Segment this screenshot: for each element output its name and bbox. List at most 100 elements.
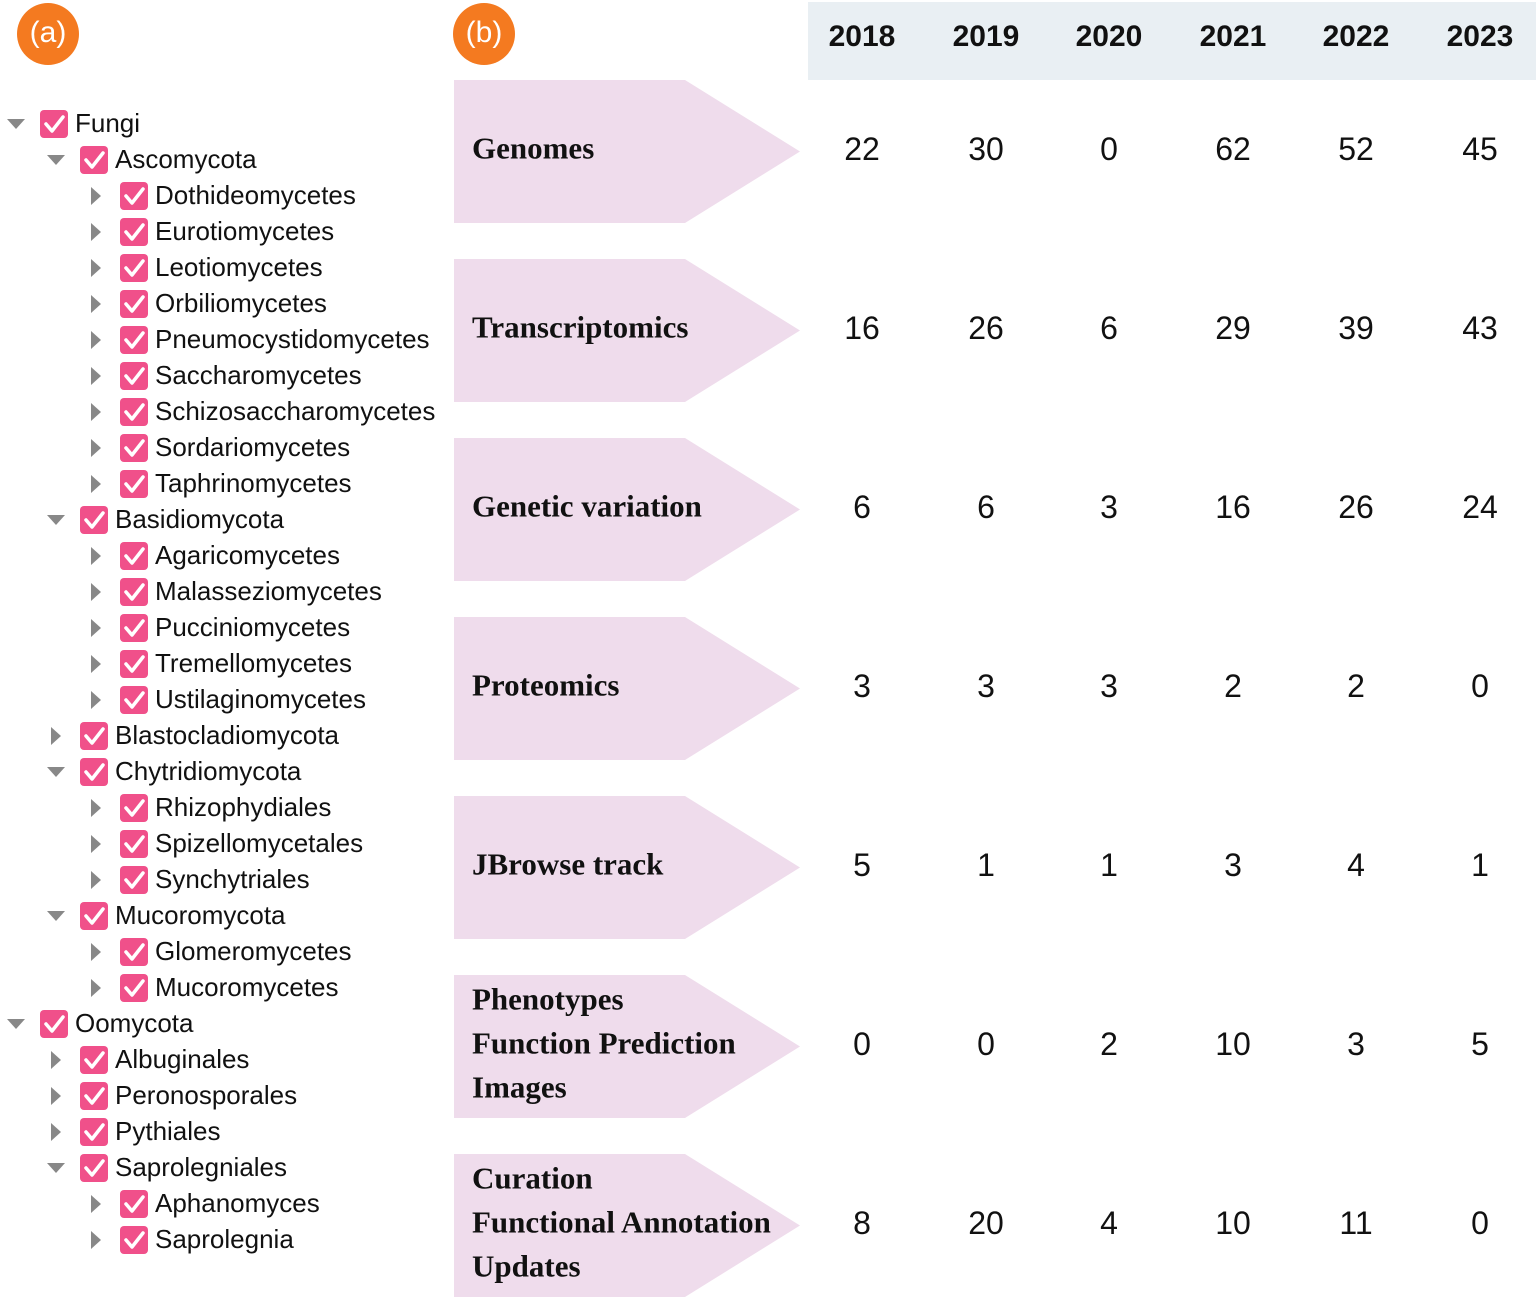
checkbox[interactable] [120,290,148,318]
row-arrow [454,438,800,581]
checkbox[interactable] [80,902,108,930]
checkbox[interactable] [120,470,148,498]
checkbox[interactable] [120,1190,148,1218]
expand-arrow-closed[interactable] [91,835,101,853]
checkbox[interactable] [80,758,108,786]
checkbox[interactable] [80,146,108,174]
checkbox[interactable] [120,398,148,426]
checkbox[interactable] [120,218,148,246]
expand-arrow-closed[interactable] [91,871,101,889]
expand-arrow-closed[interactable] [91,1195,101,1213]
expand-arrow-closed[interactable] [91,799,101,817]
expand-arrow-closed[interactable] [91,943,101,961]
checkmark [124,295,145,313]
expand-arrow-closed[interactable] [51,727,61,745]
checkbox[interactable] [120,1226,148,1254]
checkbox[interactable] [120,974,148,1002]
expand-arrow-closed[interactable] [91,691,101,709]
expand-arrow-open[interactable] [47,911,65,921]
checkmark [84,727,105,745]
checkbox[interactable] [80,1082,108,1110]
row-arrow [454,1154,800,1297]
expand-arrow-closed[interactable] [91,655,101,673]
expand-arrow-open[interactable] [47,1163,65,1173]
row-label: Images [472,1070,567,1105]
cell-value: 0 [1471,668,1489,704]
expand-arrow-closed[interactable] [91,367,101,385]
checkbox[interactable] [120,542,148,570]
tree-label: Sordariomycetes [155,432,350,462]
expand-arrow-closed[interactable] [91,259,101,277]
checkmark [84,511,105,529]
checkbox[interactable] [80,1046,108,1074]
expand-arrow-closed[interactable] [51,1087,61,1105]
checkbox[interactable] [120,578,148,606]
checkbox[interactable] [120,182,148,210]
checkbox[interactable] [40,1010,68,1038]
checkbox[interactable] [120,650,148,678]
checkbox[interactable] [120,686,148,714]
panel-label: (a) [30,16,67,49]
cell-value: 43 [1462,310,1498,346]
expand-arrow-closed[interactable] [91,1231,101,1249]
checkbox[interactable] [120,434,148,462]
expand-arrow-closed[interactable] [91,439,101,457]
year-header: 2021 [1200,20,1267,53]
expand-arrow-closed[interactable] [91,331,101,349]
checkmark [84,1087,105,1105]
tree-label: Orbiliomycetes [155,288,327,318]
checkbox[interactable] [120,362,148,390]
cell-value: 5 [1471,1026,1489,1062]
expand-arrow-closed[interactable] [91,619,101,637]
tree-label: Synchytriales [155,864,310,894]
checkbox[interactable] [40,110,68,138]
checkmark [84,1051,105,1069]
checkbox[interactable] [120,326,148,354]
cell-value: 52 [1338,131,1374,167]
checkbox[interactable] [120,866,148,894]
expand-arrow-closed[interactable] [91,979,101,997]
checkbox[interactable] [120,830,148,858]
expand-arrow-closed[interactable] [91,403,101,421]
row-arrow [454,975,800,1118]
expand-arrow-closed[interactable] [91,583,101,601]
checkmark [44,1015,65,1033]
row-label: Genetic variation [472,489,702,524]
expand-arrow-open[interactable] [7,1019,25,1029]
year-header: 2023 [1447,20,1514,53]
cell-value: 5 [853,847,871,883]
cell-value: 6 [853,489,871,525]
expand-arrow-open[interactable] [7,119,25,129]
expand-arrow-closed[interactable] [91,475,101,493]
cell-value: 4 [1100,1205,1118,1241]
checkbox[interactable] [120,254,148,282]
expand-arrow-open[interactable] [47,767,65,777]
expand-arrow-closed[interactable] [91,547,101,565]
expand-arrow-closed[interactable] [91,187,101,205]
expand-arrow-open[interactable] [47,515,65,525]
checkmark [124,1231,145,1249]
tree-label: Oomycota [75,1008,194,1038]
checkbox[interactable] [80,506,108,534]
checkbox[interactable] [120,938,148,966]
checkmark [124,331,145,349]
checkmark [124,943,145,961]
checkbox[interactable] [80,1154,108,1182]
checkbox[interactable] [80,722,108,750]
cell-value: 10 [1215,1205,1251,1241]
checkbox[interactable] [120,614,148,642]
expand-arrow-closed[interactable] [91,223,101,241]
expand-arrow-closed[interactable] [91,295,101,313]
cell-value: 2 [1224,668,1242,704]
tree-label: Rhizophydiales [155,792,331,822]
expand-arrow-open[interactable] [47,155,65,165]
expand-arrow-closed[interactable] [51,1123,61,1141]
expand-arrow-closed[interactable] [51,1051,61,1069]
tree-label: Chytridiomycota [115,756,302,786]
cell-value: 16 [1215,489,1251,525]
cell-value: 2 [1100,1026,1118,1062]
checkbox[interactable] [80,1118,108,1146]
checkbox[interactable] [120,794,148,822]
cell-value: 3 [1224,847,1242,883]
cell-value: 39 [1338,310,1374,346]
